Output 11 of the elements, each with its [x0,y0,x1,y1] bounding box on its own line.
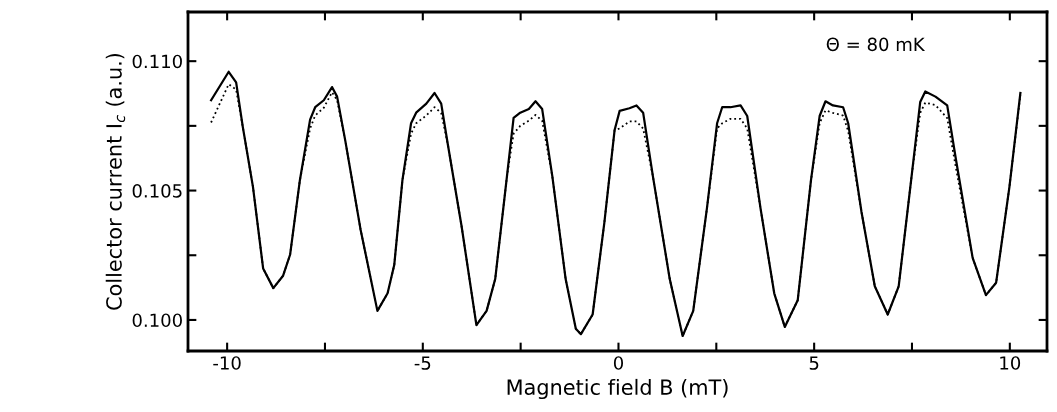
x-tick-label: 0 [613,356,624,370]
x-tick-label: -5 [414,356,431,370]
annotation: Θ = 80 mK [826,37,926,52]
y-tick-label: 0.110 [132,54,182,69]
y-tick-label: 0.100 [132,313,182,328]
x-axis-title: Magnetic field B (mT) [507,378,728,400]
y-tick-label: 0.105 [132,184,182,198]
x-tick-label: -10 [213,356,241,370]
x-tick-label: 10 [1000,356,1021,370]
x-tick-label: 5 [809,356,819,370]
y-axis-title: Collector current I$_{c}$ (a.u.) [105,53,126,310]
